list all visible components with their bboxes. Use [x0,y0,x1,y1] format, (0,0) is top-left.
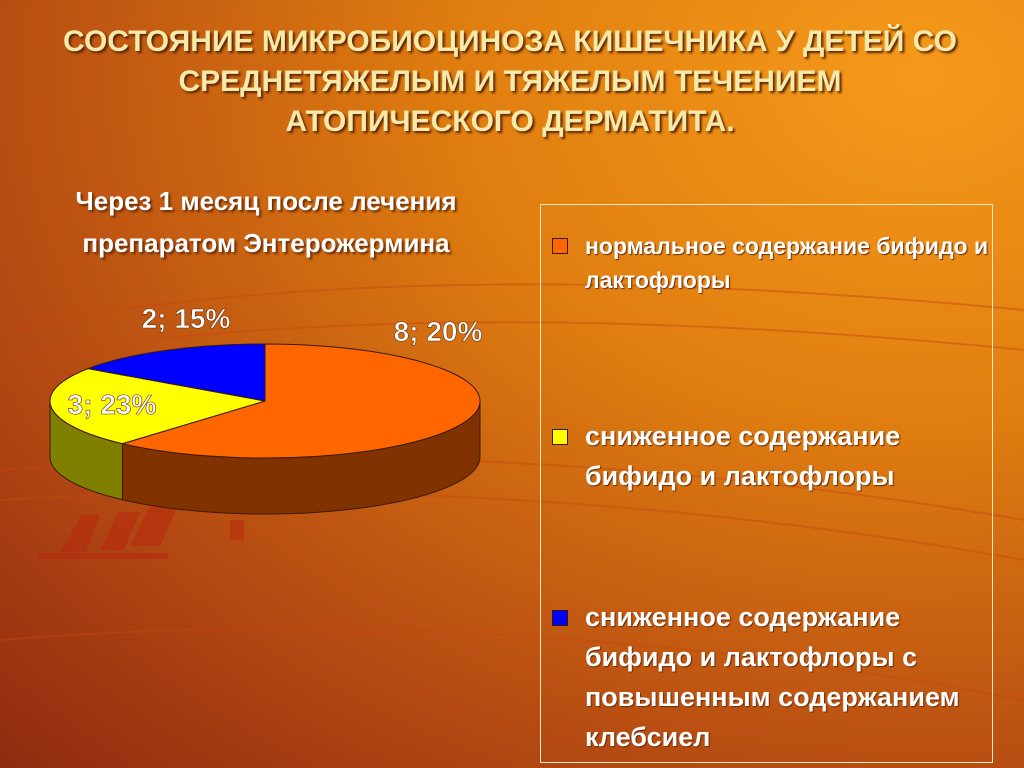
pie-slice-1 [49,368,266,445]
legend-label-klebsiella: сниженное содержание бифидо и лактофлоры… [585,602,960,752]
data-label-2: 2; 15% [142,303,231,334]
legend-label-normal: нормальное содержание бифидо и лактофлор… [585,233,989,293]
shadow-figure [38,505,244,559]
chart-legend: нормальное содержание бифидо и лактофлор… [540,204,993,763]
chart-title: Через 1 месяц после лечения препаратом Э… [75,186,457,258]
legend-label-reduced: сниженное содержание бифидо и лактофлоры [585,421,901,491]
data-label-1: 3; 23% [68,389,157,420]
data-label-0: 8; 20% [394,316,483,347]
legend-swatch-blue [552,610,568,626]
pie-slice-2 [86,343,266,402]
slide-title: СОСТОЯНИЕ МИКРОБИОЦИНОЗА КИШЕЧНИКА У ДЕТ… [63,25,957,138]
legend-swatch-yellow [552,429,568,445]
legend-swatch-orange [552,238,568,254]
pie-slice-0 [120,343,481,459]
